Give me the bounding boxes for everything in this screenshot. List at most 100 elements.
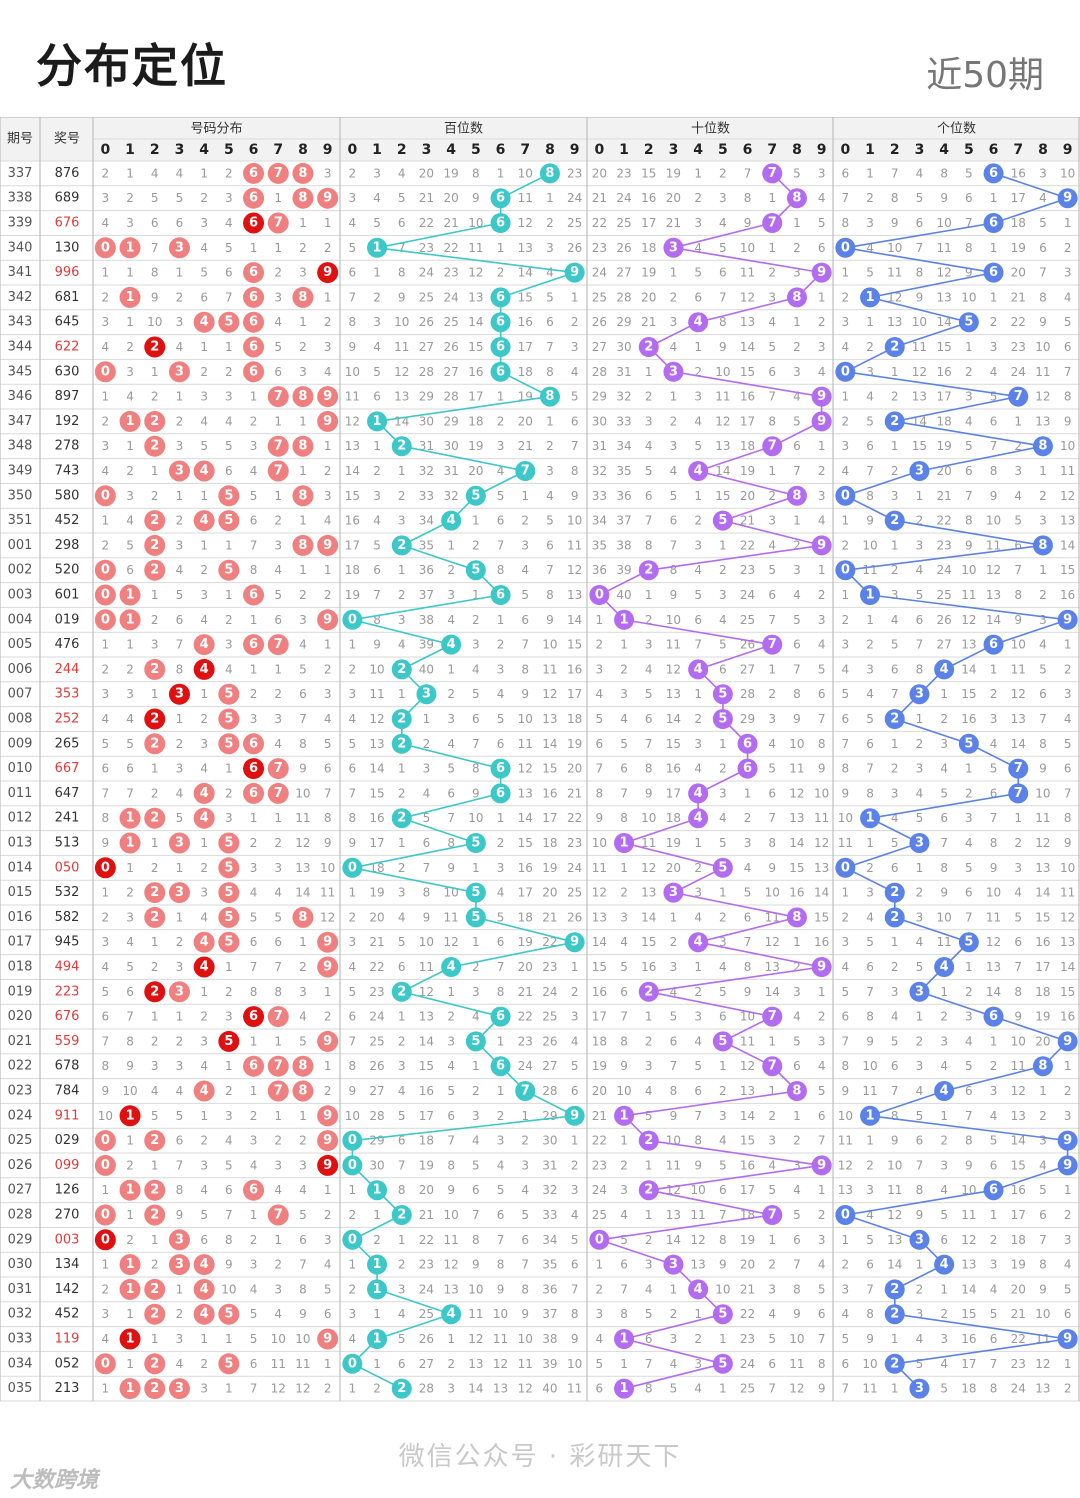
miss-value: 2 — [793, 1134, 801, 1148]
miss-value: 2 — [447, 563, 455, 577]
miss-value: 35 — [616, 464, 631, 478]
miss-value: 6 — [274, 613, 282, 627]
miss-value: 7 — [472, 737, 480, 751]
miss-value: 1 — [151, 1010, 159, 1024]
miss-value: 34 — [592, 514, 607, 528]
miss-value: 3 — [447, 712, 455, 726]
miss-value: 14 — [542, 737, 557, 751]
miss-value: 3 — [349, 935, 357, 949]
miss-value: 13 — [1011, 1109, 1026, 1123]
shi-ball — [638, 1130, 659, 1151]
miss-value: 2 — [151, 960, 159, 974]
miss-value: 4 — [990, 1282, 998, 1296]
shi-ball — [688, 659, 709, 680]
shi-ball — [614, 1105, 635, 1126]
issue-number: 029 — [8, 1232, 33, 1247]
bai-ball-label: 0 — [348, 1356, 357, 1371]
shi-ball-label: 5 — [718, 860, 727, 875]
shi-ball-label: 8 — [792, 488, 801, 503]
shi-ball-label: 9 — [817, 538, 826, 553]
bai-ball — [539, 163, 560, 184]
miss-value: 5 — [793, 1034, 801, 1048]
bai-ball — [391, 436, 412, 457]
bai-ball — [342, 857, 363, 878]
miss-value: 3 — [324, 489, 332, 503]
miss-value: 4 — [694, 910, 702, 924]
miss-value: 4 — [1064, 712, 1072, 726]
miss-value: 12 — [1060, 910, 1075, 924]
miss-value: 8 — [497, 985, 505, 999]
miss-value: 8 — [447, 836, 455, 850]
miss-value: 10 — [1035, 786, 1050, 800]
dist-ball-label: 7 — [274, 1208, 283, 1223]
miss-value: 8 — [965, 514, 973, 528]
miss-value: 4 — [965, 836, 973, 850]
dist-ball — [243, 1055, 265, 1077]
miss-value: 36 — [616, 489, 631, 503]
miss-value: 3 — [102, 191, 110, 205]
bai-ball-label: 8 — [545, 166, 554, 181]
miss-value: 23 — [616, 166, 631, 180]
ge-ball — [909, 461, 930, 481]
miss-value: 8 — [349, 315, 357, 329]
miss-value: 4 — [299, 1010, 307, 1024]
ge-ball-label: 2 — [890, 910, 899, 925]
dist-ball — [119, 1254, 141, 1276]
miss-value: 8 — [891, 1109, 899, 1123]
miss-value: 3 — [670, 1332, 678, 1346]
miss-value: 12 — [592, 886, 607, 900]
shi-ball — [663, 361, 684, 382]
digit-header: 2 — [150, 142, 160, 158]
dist-ball-label: 9 — [323, 191, 332, 206]
digit-header: 9 — [817, 142, 827, 158]
miss-value: 6 — [349, 1010, 357, 1024]
bai-ball-label: 2 — [397, 439, 406, 454]
miss-value: 4 — [200, 613, 208, 627]
miss-value: 9 — [472, 786, 480, 800]
miss-value: 1 — [744, 786, 752, 800]
miss-value: 13 — [295, 861, 310, 875]
ge-ball-label: 6 — [989, 1183, 998, 1198]
miss-value: 7 — [423, 861, 431, 875]
miss-value: 18 — [1011, 1233, 1026, 1247]
miss-value: 3 — [250, 439, 258, 453]
miss-value: 4 — [349, 216, 357, 230]
miss-value: 14 — [295, 886, 310, 900]
ge-ball — [1057, 188, 1078, 209]
miss-value: 1 — [694, 166, 702, 180]
dist-ball-label: 6 — [249, 736, 258, 751]
miss-value: 1 — [349, 638, 357, 652]
miss-value: 6 — [620, 762, 628, 776]
miss-value: 7 — [472, 1208, 480, 1222]
bai-ball — [490, 585, 511, 605]
miss-value: 19 — [740, 464, 755, 478]
bai-ball — [490, 287, 511, 308]
dist-ball-label: 7 — [274, 1009, 283, 1024]
bai-ball-label: 6 — [496, 191, 505, 206]
miss-value: 4 — [768, 1307, 776, 1321]
miss-value: 2 — [324, 1084, 332, 1098]
miss-value: 7 — [670, 538, 678, 552]
dist-ball — [267, 758, 289, 780]
dist-ball-label: 1 — [126, 612, 135, 627]
miss-value: 2 — [670, 414, 678, 428]
miss-value: 2 — [497, 266, 505, 280]
miss-value: 2 — [497, 638, 505, 652]
dist-ball-label: 7 — [274, 761, 283, 776]
miss-value: 1 — [990, 290, 998, 304]
miss-value: 18 — [740, 439, 755, 453]
miss-value: 11 — [369, 687, 384, 701]
miss-value: 2 — [596, 638, 604, 652]
miss-value: 2 — [200, 365, 208, 379]
shi-ball-label: 8 — [792, 290, 801, 305]
miss-value: 12 — [1011, 687, 1026, 701]
miss-value: 12 — [345, 414, 360, 428]
miss-value: 2 — [916, 886, 924, 900]
digit-header: 8 — [1038, 142, 1048, 158]
miss-value: 3 — [299, 1158, 307, 1172]
miss-value: 5 — [398, 191, 406, 205]
dist-ball — [317, 410, 339, 432]
miss-value: 8 — [866, 489, 874, 503]
miss-value: 2 — [818, 588, 826, 602]
miss-value: 1 — [571, 1134, 579, 1148]
